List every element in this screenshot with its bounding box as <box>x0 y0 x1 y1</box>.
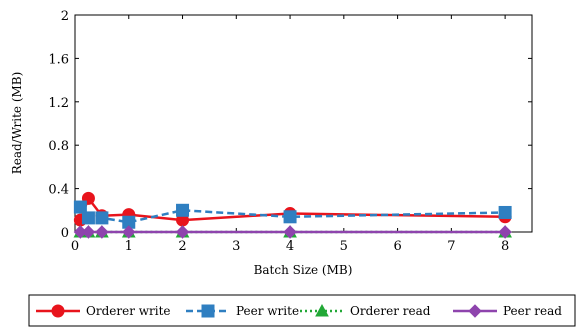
legend-label-peer-write: Peer write <box>236 304 299 318</box>
y-tick-label-0: 0 <box>61 226 69 241</box>
peer-write-marker-1 <box>81 211 95 225</box>
series-layer <box>73 191 512 239</box>
x-tick-label-5: 5 <box>340 239 348 254</box>
peer-read-marker-6 <box>498 225 512 239</box>
x-tick-label-1: 1 <box>125 239 133 254</box>
y-tick-label-5: 2 <box>61 9 69 24</box>
legend-item-orderer-read: Orderer read <box>300 303 431 318</box>
y-tick-label-4: 1.6 <box>48 52 69 67</box>
peer-read-marker-2 <box>95 225 109 239</box>
peer-write-marker-4 <box>176 203 190 217</box>
x-tick-label-4: 4 <box>286 239 294 254</box>
y-tick-label-3: 1.2 <box>48 96 69 111</box>
peer-read-marker-3 <box>122 225 136 239</box>
legend-orderer-read-marker-0 <box>315 303 329 317</box>
ticks-layer: 0 1 2 3 4 5 6 7 8 0 0.4 0.8 1.2 1.6 2 <box>48 9 532 254</box>
x-axis-label: Batch Size (MB) <box>254 263 353 277</box>
legend-item-orderer-write: Orderer write <box>36 304 171 318</box>
legend-item-peer-write: Peer write <box>186 304 299 318</box>
legend-peer-read-marker-0 <box>468 304 482 318</box>
x-tick-label-2: 2 <box>178 239 186 254</box>
legend-item-peer-read: Peer read <box>453 304 562 318</box>
x-tick-label-3: 3 <box>232 239 240 254</box>
legend: Orderer write Peer write Orderer read Peer … <box>36 303 562 318</box>
peer-read-marker-4 <box>175 225 190 239</box>
legend-label-orderer-write: Orderer write <box>86 304 171 318</box>
peer-read-marker-1 <box>81 225 96 239</box>
peer-write-marker-5 <box>283 210 297 224</box>
y-tick-label-1: 0.4 <box>48 183 69 198</box>
legend-label-orderer-read: Orderer read <box>350 304 431 318</box>
y-tick-label-2: 0.8 <box>48 139 69 154</box>
legend-orderer-write-marker-0 <box>51 304 65 318</box>
y-axis-label: Read/Write (MB) <box>10 72 24 175</box>
legend-label-peer-read: Peer read <box>503 304 562 318</box>
x-tick-label-6: 6 <box>393 239 401 254</box>
peer-read-marker-5 <box>283 225 297 239</box>
peer-write-marker-2 <box>95 211 109 225</box>
legend-peer-write-marker-0 <box>201 304 215 318</box>
x-tick-label-0: 0 <box>71 239 79 254</box>
x-tick-label-7: 7 <box>447 239 455 254</box>
plot-frame <box>74 14 533 233</box>
peer-write-marker-6 <box>498 205 512 219</box>
series-peer-read <box>73 225 512 239</box>
peer-write-marker-0 <box>73 200 87 214</box>
x-tick-label-8: 8 <box>501 239 509 254</box>
